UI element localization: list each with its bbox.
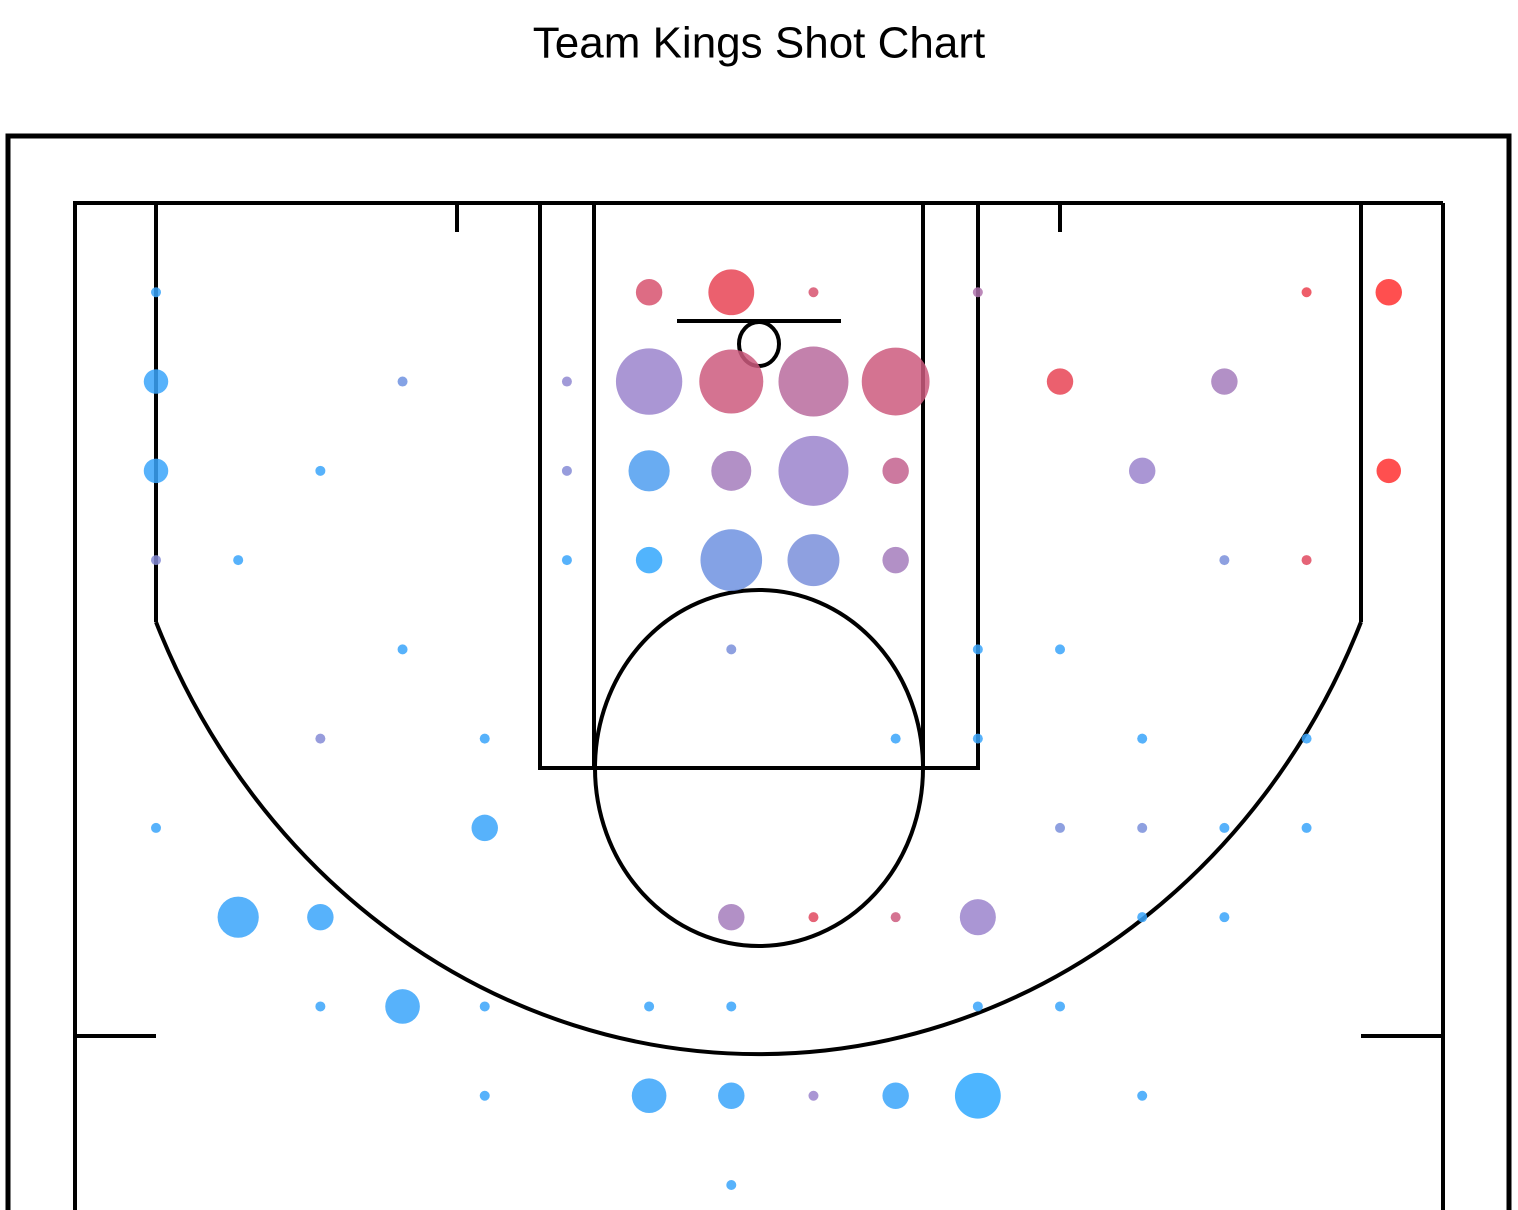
shot-bubble	[972, 287, 983, 298]
shot-bubble	[787, 534, 840, 587]
shot-bubble	[143, 369, 169, 394]
shot-bubble	[1211, 368, 1238, 395]
lane-outer	[538, 201, 980, 770]
shot-bubble	[778, 346, 849, 417]
shot-bubble	[615, 348, 683, 415]
shot-bubble	[708, 269, 755, 316]
shot-bubble	[1219, 912, 1230, 923]
shot-bubble	[1055, 1001, 1066, 1012]
shot-bubble	[635, 546, 663, 574]
shot-bubble	[1301, 822, 1312, 833]
shot-bubble	[1219, 555, 1230, 566]
shot-bubble	[561, 465, 572, 476]
shot-bubble	[471, 814, 498, 842]
shot-bubble	[882, 546, 909, 574]
shot-bubble	[385, 989, 420, 1024]
shot-bubble	[479, 733, 490, 744]
shot-bubble	[644, 1001, 655, 1012]
shot-bubble	[882, 1082, 909, 1109]
shot-bubble	[726, 1180, 737, 1191]
shot-bubble	[1137, 822, 1148, 833]
shot-bubble	[1055, 644, 1066, 655]
shot-bubble	[882, 457, 909, 485]
shot-bubble	[217, 896, 259, 938]
shot-bubble	[1128, 457, 1156, 485]
shot-bubble	[151, 822, 162, 833]
court	[5, 133, 1512, 1210]
shot-bubble	[1301, 733, 1312, 744]
shot-bubble	[718, 903, 745, 931]
shot-bubble	[808, 287, 819, 298]
shot-bubble	[808, 1090, 819, 1101]
shot-bubble	[808, 912, 819, 923]
shot-bubble	[151, 555, 162, 566]
shot-bubble	[711, 450, 752, 491]
shot-bubble	[315, 733, 326, 744]
shot-bubble	[628, 450, 670, 492]
shot-bubble	[1046, 368, 1074, 395]
shot-bubble	[1137, 1090, 1148, 1101]
shot-bubble	[959, 899, 996, 936]
shot-bubble	[699, 349, 764, 414]
shot-bubble	[1137, 912, 1148, 923]
shot-bubble	[635, 279, 663, 306]
shot-bubble	[700, 529, 763, 591]
shot-bubble	[718, 1082, 745, 1109]
shot-bubble	[1219, 822, 1230, 833]
free-throw-circle	[593, 588, 925, 948]
shot-bubble	[479, 1001, 490, 1012]
shot-bubble	[1375, 279, 1402, 306]
shot-bubble	[726, 1001, 737, 1012]
shot-bubble	[233, 555, 244, 566]
shot-bubble	[954, 1072, 1001, 1119]
shot-bubble	[972, 1001, 983, 1012]
shot-bubble	[315, 1001, 326, 1012]
shot-bubble	[778, 435, 849, 506]
shot-bubble	[561, 376, 572, 387]
shot-bubble	[631, 1078, 667, 1114]
shot-bubble	[726, 644, 737, 655]
shot-bubble	[397, 644, 408, 655]
shot-bubble	[151, 287, 162, 298]
shot-bubble	[1301, 555, 1312, 566]
chart-title: Team Kings Shot Chart	[533, 19, 985, 68]
shot-bubble	[479, 1090, 490, 1101]
shot-bubble	[307, 903, 334, 931]
shot-bubble	[972, 733, 983, 744]
shot-bubble	[397, 376, 408, 387]
shot-bubble	[1376, 458, 1402, 484]
shot-bubble	[890, 912, 901, 923]
three-point-arc	[154, 621, 1363, 1057]
shot-bubble	[1137, 733, 1148, 744]
court-border	[5, 133, 1512, 1210]
shot-bubble	[890, 733, 901, 744]
shot-bubble	[861, 347, 930, 416]
shot-bubble	[315, 465, 326, 476]
shot-bubble	[1055, 822, 1066, 833]
shot-bubble	[561, 555, 572, 566]
shot-bubble	[143, 458, 169, 484]
shot-bubble	[1301, 287, 1312, 298]
shot-bubble	[972, 644, 983, 655]
